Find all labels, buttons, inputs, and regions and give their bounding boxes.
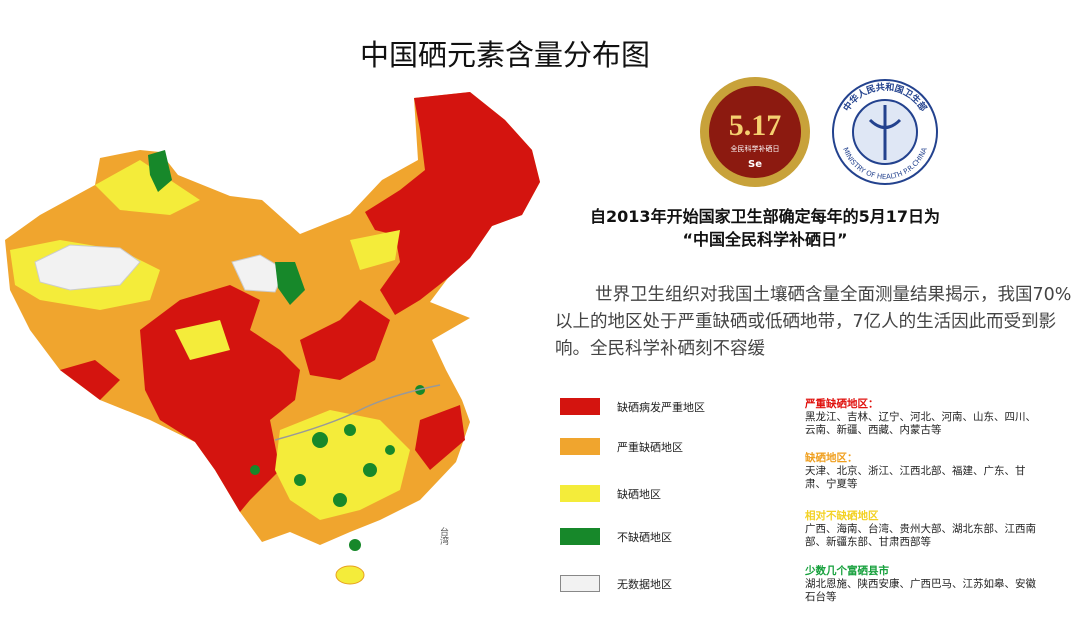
selenium-map: 台湾: [5, 92, 540, 585]
legend-label: 缺硒病发严重地区: [617, 401, 705, 414]
headline: “中国全民科学补硒日”: [682, 230, 848, 249]
legend-swatch: [560, 528, 600, 545]
note-text: 湖北恩施、陕西安康、广西巴马、江苏如皋、安徽石台等: [805, 578, 1036, 603]
map-label: 台湾: [438, 526, 449, 546]
badge-symbol: Se: [748, 159, 762, 170]
legend-swatch: [560, 575, 600, 592]
badge-caption: 全民科学补硒日: [731, 144, 780, 153]
legend-swatch: [560, 438, 600, 455]
legend-label: 严重缺硒地区: [617, 441, 683, 454]
legend-label: 无数据地区: [617, 578, 672, 591]
logos: 5.17 全民科学补硒日 Se 中华人民共和国卫生部 MINISTRY OF H…: [700, 77, 938, 187]
note-heading: 少数几个富硒县市: [805, 565, 889, 577]
note-text: 天津、北京、浙江、江西北部、福建、广东、甘肃、宁夏等: [805, 465, 1026, 490]
paragraph: 世界卫生组织对我国土壤硒含量全面测量结果揭示，我国70%以上的地区处于严重缺硒或…: [555, 285, 1072, 359]
note: 严重缺硒地区： 黑龙江、吉林、辽宁、河北、河南、山东、四川、云南、新疆、西藏、内蒙…: [805, 398, 1045, 437]
headline: 自2013年开始国家卫生部确定每年的5月17日为: [590, 207, 940, 226]
note-heading: 严重缺硒地区：: [805, 398, 879, 410]
note: 相对不缺硒地区 广西、海南、台湾、贵州大部、湖北东部、江西南部、新疆东部、甘肃西部…: [805, 510, 1045, 549]
note-text: 广西、海南、台湾、贵州大部、湖北东部、江西南部、新疆东部、甘肃西部等: [805, 523, 1036, 548]
note: 少数几个富硒县市 湖北恩施、陕西安康、广西巴马、江苏如皋、安徽石台等: [805, 565, 1045, 604]
legend-label: 缺硒地区: [617, 488, 661, 501]
note: 缺硒地区： 天津、北京、浙江、江西北部、福建、广东、甘肃、宁夏等: [805, 452, 1045, 491]
note-text: 黑龙江、吉林、辽宁、河北、河南、山东、四川、云南、新疆、西藏、内蒙古等: [805, 411, 1036, 436]
note-heading: 相对不缺硒地区: [805, 510, 879, 522]
legend-label: 不缺硒地区: [617, 531, 672, 544]
legend-swatch: [560, 398, 600, 415]
legend-swatch: [560, 485, 600, 502]
badge-number: 5.17: [729, 109, 782, 142]
note-heading: 缺硒地区：: [805, 452, 858, 464]
title: 中国硒元素含量分布图: [359, 38, 650, 72]
